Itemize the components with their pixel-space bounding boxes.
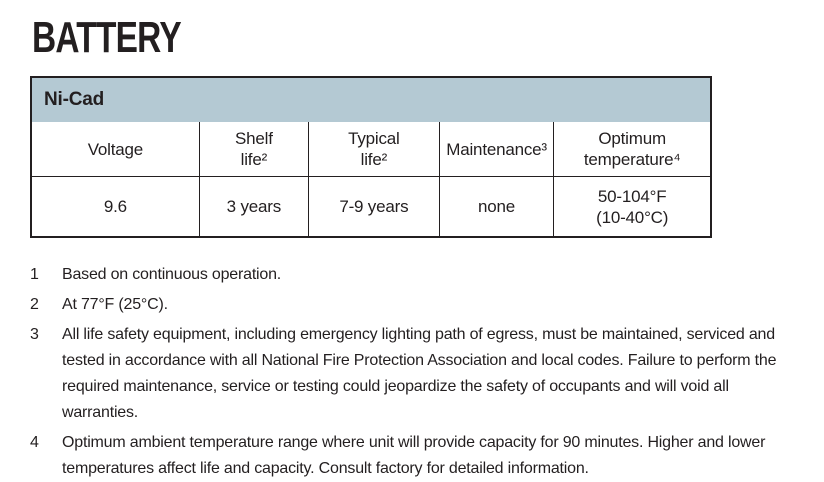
footnote-2: 2 At 77°F (25°C).: [30, 292, 798, 318]
col-header-shelf-life: Shelf life²: [198, 122, 308, 177]
table-grid: Voltage Shelf life² Typical life² Mainte…: [32, 122, 710, 236]
cell-voltage: 9.6: [103, 197, 127, 216]
footnote-3-number: 3: [30, 326, 39, 343]
col-header-optimum-temperature: Optimum temperature⁴: [553, 122, 710, 177]
cell-maintenance: none: [438, 177, 554, 236]
footnote-1-number: 1: [30, 266, 39, 283]
cell-shelf-life: 3 years: [198, 177, 308, 236]
footnotes-list: 1 Based on continuous operation. 2 At 77…: [30, 262, 798, 482]
footnote-3-text: All life safety equipment, including eme…: [62, 326, 777, 421]
footnote-4: 4 Optimum ambient temperature range wher…: [30, 430, 798, 482]
footnote-1-text: Based on continuous operation.: [62, 266, 282, 283]
col-header-typical-life: Typical life²: [307, 122, 439, 177]
page-title-text: BATTERY: [32, 13, 182, 62]
footnote-3: 3 All life safety equipment, including e…: [30, 322, 798, 426]
col-header-maintenance: Maintenance³: [438, 122, 554, 177]
cell-optimum-temperature: 50-104°F (10-40°C): [553, 177, 710, 236]
battery-spec-table: Ni-Cad Voltage Shelf life² Typical life²…: [30, 76, 712, 238]
footnote-1: 1 Based on continuous operation.: [30, 262, 798, 288]
col-header-voltage: Voltage: [32, 122, 199, 177]
footnote-4-number: 4: [30, 434, 39, 451]
page-title: BATTERY: [32, 16, 824, 62]
footnote-2-text: At 77°F (25°C).: [62, 296, 168, 313]
cell-typical-life: 7-9 years: [307, 177, 439, 236]
footnote-4-text: Optimum ambient temperature range where …: [62, 434, 766, 477]
table-group-header-nicad: Ni-Cad: [32, 78, 710, 122]
footnote-2-number: 2: [30, 296, 39, 313]
